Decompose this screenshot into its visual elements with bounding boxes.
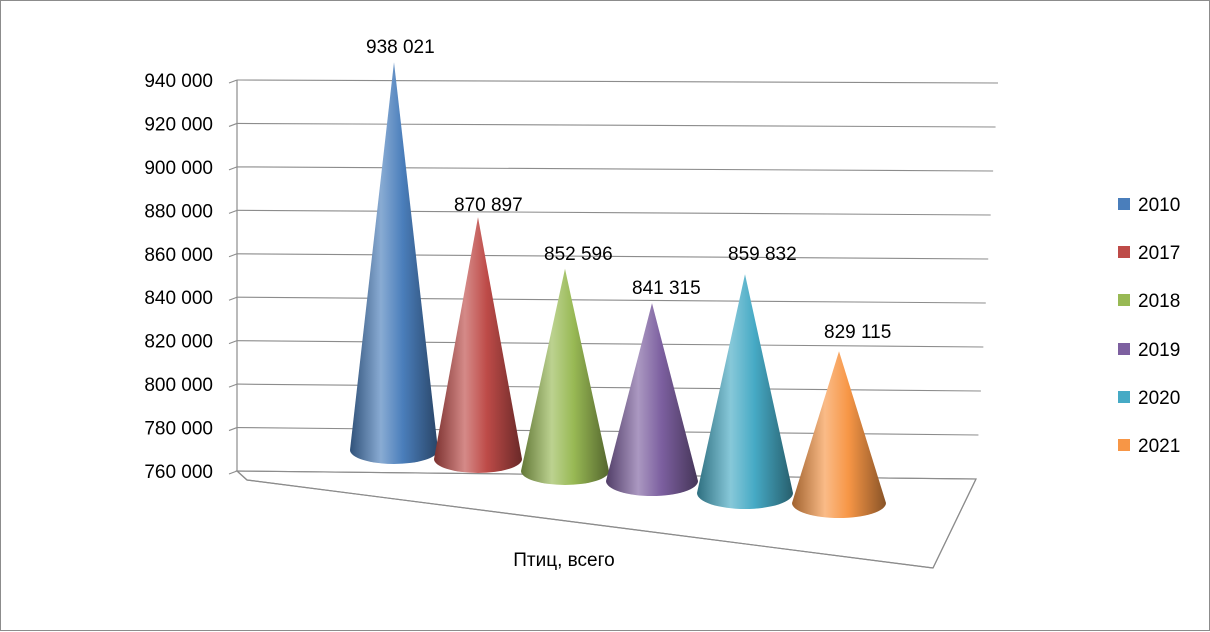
legend-label-2021: 2021: [1138, 436, 1180, 457]
legend-label-2010: 2010: [1138, 195, 1180, 216]
gridline: [236, 79, 999, 84]
data-label-2018: 852 596: [544, 244, 613, 265]
cones: [350, 62, 886, 518]
legend-label-2018: 2018: [1138, 291, 1180, 312]
y-tick-label: 820 000: [144, 332, 213, 353]
legend-swatch-2020: [1118, 391, 1130, 403]
cone-2017: [434, 217, 522, 473]
gridlines: [236, 79, 999, 480]
gridline: [236, 383, 981, 392]
legend-swatch-2021: [1118, 439, 1130, 451]
y-tick-mark: [228, 122, 238, 127]
legend-label-2017: 2017: [1138, 243, 1180, 264]
legend-swatch-2018: [1118, 294, 1130, 306]
y-tick-label: 860 000: [144, 245, 213, 266]
data-label-2020: 859 832: [728, 244, 797, 265]
data-label-2017: 870 897: [454, 195, 523, 216]
y-tick-mark: [228, 427, 238, 432]
y-tick-label: 760 000: [144, 462, 213, 483]
y-tick-mark: [228, 253, 238, 258]
y-tick-label: 920 000: [144, 114, 213, 135]
y-tick-mark: [228, 209, 238, 214]
legend: 2010 2017 2018 2019 2020 2021: [1118, 195, 1180, 457]
y-tick-mark: [228, 383, 238, 388]
floor-corner-edge: [236, 470, 248, 481]
cone-2020: [697, 274, 793, 509]
gridline: [236, 166, 994, 172]
y-tick-mark: [228, 166, 238, 171]
gridline: [236, 427, 979, 436]
legend-swatch-2017: [1118, 246, 1130, 258]
y-tick-mark: [228, 79, 238, 84]
gridline: [236, 122, 996, 128]
x-category-label: Птиц, всего: [513, 550, 614, 571]
cone-2018: [521, 268, 609, 485]
cone-2019: [606, 303, 698, 496]
gridline: [236, 296, 986, 304]
legend-swatch-2010: [1118, 198, 1130, 210]
y-tick-label: 800 000: [144, 375, 213, 396]
y-axis: 760 000 780 000 800 000 820 000 840 000 860 0…: [144, 71, 238, 483]
legend-swatch-2019: [1118, 343, 1130, 355]
legend-label-2019: 2019: [1138, 340, 1180, 361]
y-tick-mark: [228, 296, 238, 301]
data-label-2010: 938 021: [366, 37, 435, 58]
cone-2010: [350, 62, 438, 464]
y-tick-mark: [228, 470, 238, 475]
gridline: [236, 340, 984, 348]
gridline: [236, 253, 989, 260]
x-axis: Птиц, всего: [513, 550, 614, 571]
y-tick-label: 880 000: [144, 201, 213, 222]
cone-2021: [792, 351, 886, 518]
y-tick-label: 780 000: [144, 419, 213, 440]
data-label-2021: 829 115: [824, 322, 891, 343]
y-tick-label: 940 000: [144, 71, 213, 92]
y-tick-mark: [228, 340, 238, 345]
floor-right-edge: [932, 478, 977, 569]
floor-front-edge: [246, 479, 934, 569]
data-labels: 938 021 870 897 852 596 841 315 859 832 829 1…: [366, 37, 891, 343]
gridline: [236, 209, 991, 216]
y-tick-label: 900 000: [144, 158, 213, 179]
y-tick-label: 840 000: [144, 288, 213, 309]
data-label-2019: 841 315: [632, 278, 701, 299]
legend-label-2020: 2020: [1138, 388, 1180, 409]
